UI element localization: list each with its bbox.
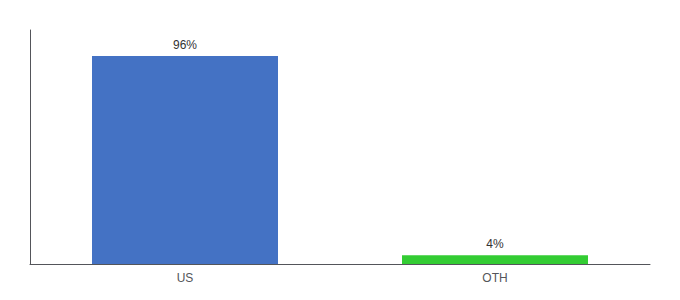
svg-text:US: US <box>177 271 194 285</box>
svg-text:96%: 96% <box>173 38 197 52</box>
svg-text:4%: 4% <box>486 237 504 251</box>
svg-text:OTH: OTH <box>482 271 507 285</box>
